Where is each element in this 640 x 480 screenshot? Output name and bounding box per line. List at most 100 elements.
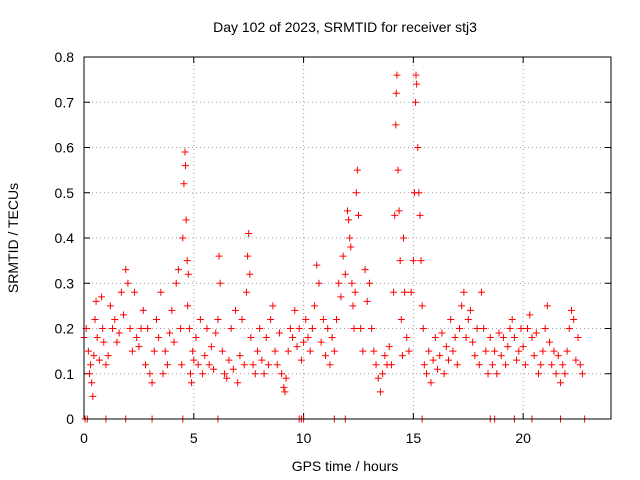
data-point [180,180,188,188]
data-point [493,370,501,378]
data-point [216,279,224,287]
data-point [347,243,355,251]
y-tick-label: 0.5 [55,185,75,201]
data-point [240,361,248,369]
data-point [300,338,308,346]
data-point [212,329,220,337]
data-point [236,352,244,360]
data-point [199,370,207,378]
data-point [238,315,246,323]
data-point [205,361,213,369]
data-point [328,334,336,342]
data-point [574,334,582,342]
data-point [115,329,123,337]
data-point [113,338,121,346]
y-tick-label: 0.6 [55,140,75,156]
data-point [135,343,143,351]
data-point [521,361,529,369]
data-point [313,261,321,269]
data-point [469,338,477,346]
data-point [397,315,405,323]
x-axis-label: GPS time / hours [292,458,399,474]
data-point [275,329,283,337]
data-point [196,315,204,323]
data-point [510,334,518,342]
data-point [359,347,367,355]
data-point [484,370,492,378]
data-point [417,257,425,265]
data-point [464,315,472,323]
data-point [431,334,439,342]
x-tick-label: 10 [296,430,312,446]
data-point [324,325,332,332]
data-point [438,329,446,337]
data-point [445,356,453,364]
data-point [515,347,523,355]
data-point [308,325,316,332]
data-point [546,338,554,346]
data-point [184,270,192,278]
data-point [232,306,240,314]
data-point [280,383,288,391]
data-point [543,302,551,310]
data-point [281,388,289,396]
data-point [491,347,499,355]
data-point [381,352,389,360]
data-point [561,370,569,378]
data-point [420,361,428,369]
data-point [368,325,376,332]
data-point [249,361,257,369]
data-point [98,293,106,301]
data-point [172,279,180,287]
data-point [256,325,264,332]
data-point [570,315,578,323]
data-point [242,288,250,296]
y-axis-ticks: 0 0.1 0.2 0.3 0.4 0.5 0.6 0.7 0.8 [55,49,611,427]
data-point [244,252,252,260]
data-point [166,329,174,337]
y-tick-label: 0.8 [55,49,75,65]
data-point [181,148,189,156]
data-point [229,365,237,373]
data-point [128,347,136,355]
data-point [524,325,532,332]
data-point [100,338,108,346]
data-point [168,306,176,314]
data-point [319,315,327,323]
data-point [306,347,314,355]
data-point [185,325,193,332]
data-point [178,361,186,369]
x-tick-label: 15 [406,430,422,446]
data-point [295,325,303,332]
data-point [357,325,365,332]
data-point [189,347,197,355]
data-point [419,325,427,332]
data-point [251,370,259,378]
data-point [554,352,562,360]
y-tick-label: 0.4 [55,230,75,246]
data-point [398,352,406,360]
data-point [385,343,393,351]
data-point [159,370,167,378]
data-point [157,288,165,296]
data-point [506,325,514,332]
data-point [578,370,586,378]
data-point [247,334,255,342]
data-point [333,315,341,323]
data-point [182,216,190,224]
y-tick-label: 0.2 [55,321,75,337]
data-point [413,80,421,88]
data-point [473,325,481,332]
data-point [345,216,353,224]
data-point [245,229,253,237]
data-point [425,347,433,355]
y-tick-label: 0.3 [55,275,75,291]
data-point [412,98,420,106]
data-point [374,374,382,382]
data-point [146,370,154,378]
data-point [391,211,399,219]
data-point [453,361,461,369]
data-point [260,370,268,378]
data-point [460,288,468,296]
data-point [502,361,510,369]
